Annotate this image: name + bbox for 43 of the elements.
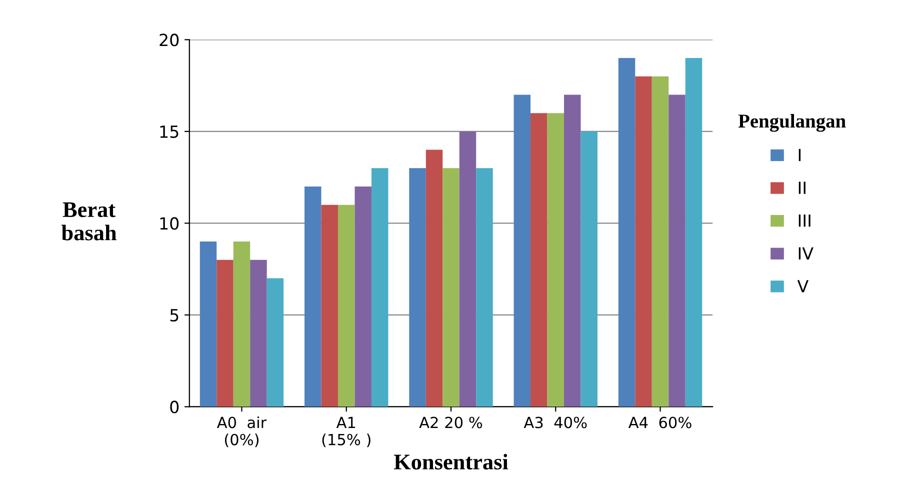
legend-label: II [798,182,806,194]
legend-label: V [797,280,809,292]
legend-label: III [798,214,810,227]
bar [321,204,338,407]
bar [250,260,267,407]
x-tick-label: A4 60% [628,416,692,428]
bar [685,58,702,407]
y-axis-title: Berat basah [62,202,117,240]
bar [426,150,443,407]
y-tick-label: 20 [160,34,179,46]
bar [618,58,636,407]
bar [459,131,476,407]
bar [266,278,284,407]
x-tick-label: A1 (15% ) [322,416,370,448]
bar [580,131,598,407]
bar [564,94,581,407]
bar [200,242,217,407]
bar [371,168,388,407]
bar [635,76,652,407]
y-tick-label: 0 [170,400,179,414]
y-tick-label: 10 [160,217,179,230]
bar [652,76,669,407]
bar [442,168,460,407]
bar [476,168,493,407]
y-tick-label: 5 [170,309,178,322]
legend-title: Pengulangan [738,114,846,132]
bar [530,113,548,407]
x-tick-label: A0 air (0%) [216,416,267,448]
bar [668,94,686,407]
y-tick-label: 15 [160,126,178,138]
x-axis-title: Konsentrasi [394,454,508,470]
bar [233,242,250,407]
bar [338,204,355,407]
bar [547,113,564,407]
bar [514,94,531,407]
bar [409,168,426,407]
bar [304,186,322,407]
bar [216,260,234,407]
x-tick-label: A2 20 % [419,416,482,428]
legend-label: I [798,148,801,162]
bar [354,186,372,407]
legend-label: IV [798,247,814,260]
x-tick-label: A3 40% [524,416,587,428]
